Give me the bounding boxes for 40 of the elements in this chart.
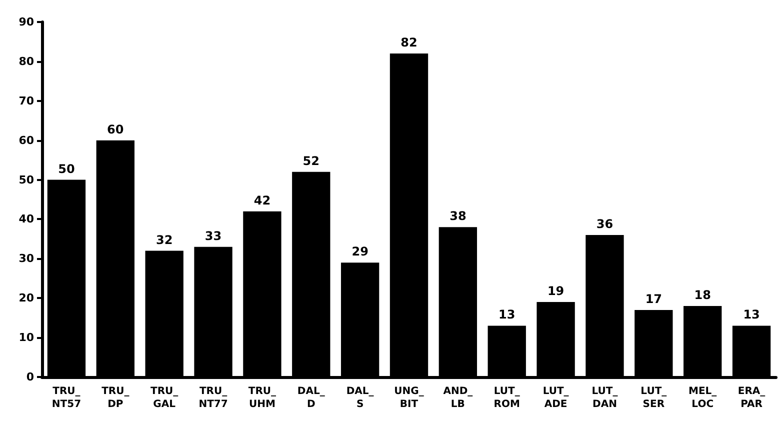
x-tick-label: TRU_ NT77 [198,386,228,410]
data-label: 19 [547,284,564,298]
data-label: 50 [58,162,75,176]
data-label: 60 [107,122,124,136]
data-label: 32 [156,232,173,247]
x-tick-label: LUT_ ADE [542,386,569,410]
y-tick-label: 80 [18,54,34,68]
x-tick-label: ERA_ PAR [738,386,766,410]
data-label: 18 [694,288,711,302]
y-tick-label: 40 [18,212,34,226]
data-label: 29 [352,244,368,259]
data-label: 13 [498,308,516,322]
x-tick-label: AND_ LB [443,386,473,410]
x-tick-label: LUT_ ROM [494,386,520,410]
data-label: 82 [400,36,418,50]
x-tick-label: DAL_ S [346,386,374,410]
data-label: 36 [596,217,614,231]
data-label: 13 [743,308,760,322]
data-label: 17 [645,292,662,306]
x-tick-label: LUT_ SER [640,386,667,410]
x-tick-label: UNG_ BIT [394,386,424,410]
y-tick-label: 0 [26,370,34,384]
data-label: 33 [204,228,222,243]
y-tick-label: 50 [18,173,34,186]
y-tick-label: 30 [18,252,34,266]
data-label: 42 [254,193,271,208]
y-tick-label: 10 [18,331,34,344]
y-tick-label: 20 [18,292,34,305]
x-tick-label: TRU_ NT57 [52,386,82,410]
y-tick-label: 60 [18,134,34,147]
x-tick-label: TRU_ GAL [150,386,178,410]
x-tick-label: DAL_ D [297,386,325,410]
x-tick-label: MEL_ LOC [688,386,717,410]
data-label: 52 [302,154,320,168]
x-tick-label: TRU_ DP [102,386,130,410]
y-tick-label: 90 [18,16,34,28]
x-tick-label: LUT_ DAN [592,386,618,410]
data-label: 38 [450,209,466,224]
y-tick-label: 70 [18,94,34,108]
x-tick-label: TRU_ UHM [248,386,276,410]
